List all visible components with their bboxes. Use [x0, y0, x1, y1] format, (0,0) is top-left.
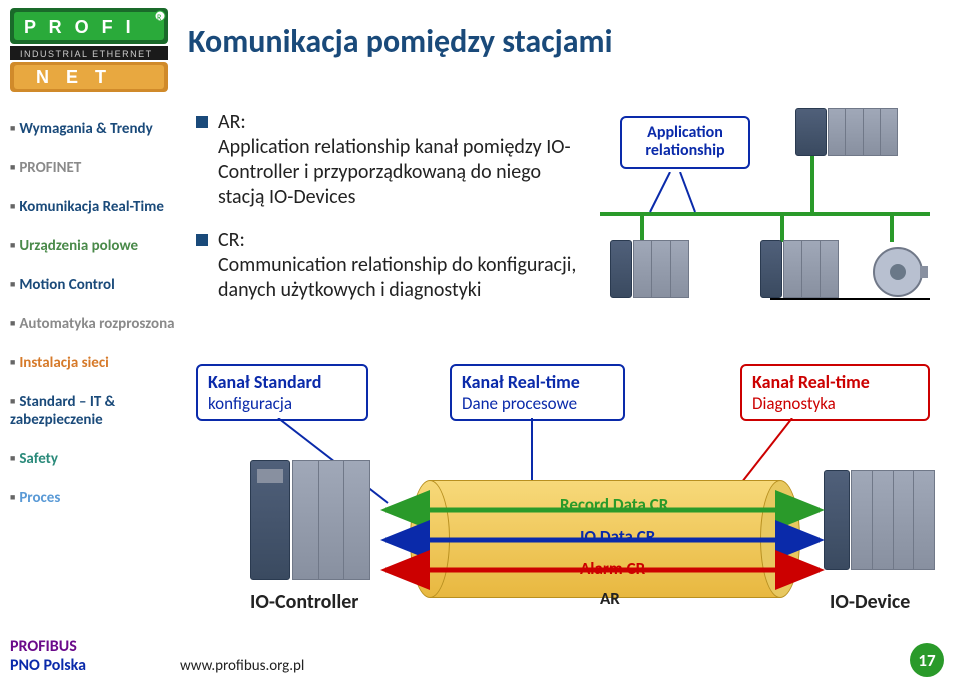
- ar-label: AR: [600, 588, 620, 609]
- sidebar-item: ▪Motion Control: [10, 276, 178, 294]
- io-controller-icon: [250, 460, 290, 580]
- sidebar-item: ▪Standard – IT & zabezpieczenie: [10, 393, 178, 429]
- channel-realtime-diag-callout: Kanał Real-time Diagnostyka: [740, 364, 930, 421]
- io-device-icon: [610, 240, 632, 298]
- channel-standard-callout: Kanał Standard konfiguracja: [196, 364, 368, 421]
- app-rel-callout: Application relationship: [620, 116, 750, 169]
- svg-text:N E T: N E T: [36, 67, 112, 87]
- io-controller-modules: [292, 460, 370, 580]
- ar-head: AR:: [218, 110, 246, 134]
- cr-body: Communication relationship do konfigurac…: [218, 253, 576, 302]
- sidebar-item: ▪Komunikacja Real-Time: [10, 198, 178, 216]
- ar-body: Application relationship kanał pomiędzy …: [218, 135, 571, 209]
- io-device-label: IO-Device: [830, 590, 910, 614]
- svg-text:INDUSTRIAL ETHERNET: INDUSTRIAL ETHERNET: [20, 49, 153, 59]
- io-controller-label: IO-Controller: [250, 590, 358, 614]
- io-data-cr-label: IO Data CR: [580, 526, 655, 547]
- svg-text:R: R: [157, 13, 162, 23]
- bullet-icon: [196, 116, 208, 128]
- io-modules-icon: [633, 240, 689, 298]
- sidebar-item: ▪Safety: [10, 450, 178, 468]
- sidebar-item: ▪Instalacja sieci: [10, 354, 178, 372]
- page-number: 17: [910, 643, 944, 677]
- record-data-cr-label: Record Data CR: [560, 494, 668, 515]
- sidebar: ▪Wymagania & Trendy ▪PROFINET ▪Komunikac…: [10, 120, 178, 528]
- bullet-icon: [196, 234, 208, 246]
- page-title: Komunikacja pomiędzy stacjami: [188, 22, 612, 61]
- sidebar-item: ▪Urządzenia polowe: [10, 237, 178, 255]
- io-device-icon: [760, 240, 782, 298]
- svg-text:P R O F I: P R O F I: [24, 17, 135, 37]
- sidebar-item: ▪Proces: [10, 489, 178, 507]
- sidebar-item: ▪Automatyka rozproszona: [10, 315, 178, 333]
- sidebar-item: ▪PROFINET: [10, 159, 178, 177]
- cr-head: CR:: [218, 228, 245, 252]
- footer-url: www.profibus.org.pl: [180, 657, 304, 675]
- slide: P R O F I INDUSTRIAL ETHERNET N E T R Ko…: [0, 0, 960, 689]
- io-modules-icon: [783, 240, 839, 298]
- io-device-modules: [851, 470, 935, 570]
- motor-icon: [870, 244, 930, 304]
- sidebar-item: ▪Wymagania & Trendy: [10, 120, 178, 138]
- footer-org: PROFIBUS PNO Polska: [10, 638, 86, 675]
- plc-modules-icon: [828, 108, 898, 156]
- channel-realtime-data-callout: Kanał Real-time Dane procesowe: [450, 364, 625, 421]
- alarm-cr-label: Alarm CR: [580, 558, 645, 579]
- profinet-logo: P R O F I INDUSTRIAL ETHERNET N E T R: [10, 8, 170, 99]
- plc-icon: [795, 108, 827, 156]
